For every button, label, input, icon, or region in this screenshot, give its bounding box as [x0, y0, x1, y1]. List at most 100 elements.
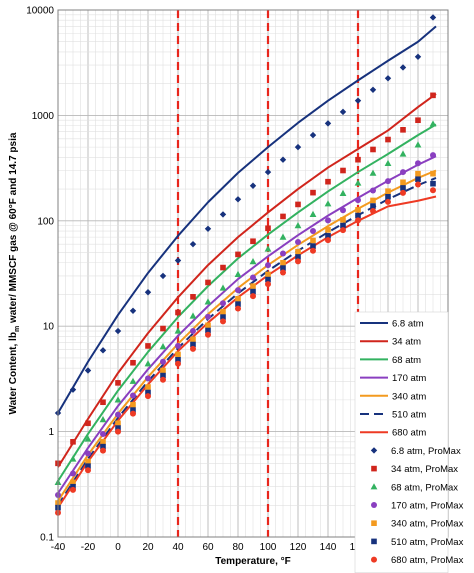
data-point-340-atm-promax	[85, 458, 91, 465]
data-point-510-atm-promax	[175, 356, 181, 363]
data-point-680-atm-promax	[205, 331, 211, 338]
data-point-34-atm-promax	[370, 146, 376, 153]
data-point-510-atm-promax	[85, 463, 91, 469]
data-point-34-atm-promax	[340, 167, 346, 174]
data-point-680-atm-promax	[400, 189, 406, 196]
x-tick-label: -40	[51, 542, 66, 553]
data-point-680-atm-promax	[415, 181, 421, 188]
legend-label-340-atm: 340 atm	[392, 391, 426, 402]
data-point-680-atm-promax	[220, 318, 226, 325]
y-tick-label: 1	[48, 427, 54, 438]
data-point-34-atm-promax	[280, 213, 286, 220]
series-line-68-atm	[57, 123, 437, 482]
data-point-340-atm-promax	[370, 197, 376, 204]
data-point-510-atm-promax	[220, 314, 226, 320]
data-point-340-atm-promax	[205, 322, 211, 329]
data-point-340-atm-promax	[115, 420, 121, 427]
data-point-510-atm-promax	[415, 176, 421, 183]
data-point-170-atm-promax	[85, 450, 91, 457]
data-point-680-atm-promax	[85, 467, 91, 474]
data-point-6-8-atm-promax	[189, 240, 197, 248]
legend-label-34-atm: 34 atm	[392, 337, 421, 348]
data-point-170-atm-promax	[340, 207, 346, 214]
x-tick-label: 140	[320, 542, 337, 553]
data-point-510-atm-promax	[235, 301, 241, 307]
data-point-340-atm-promax	[280, 259, 286, 266]
data-point-170-atm-promax	[130, 392, 136, 399]
data-point-340-atm-promax	[310, 237, 316, 244]
data-point-6-8-atm-promax	[399, 64, 407, 71]
data-point-6-8-atm-promax	[84, 367, 92, 374]
data-point-68-atm-promax	[189, 312, 197, 319]
legend-label-68-atm: 68 atm	[392, 355, 421, 366]
data-point-6-8-atm-promax	[414, 53, 422, 60]
data-point-170-atm-promax	[400, 169, 406, 176]
data-point-68-atm-promax	[369, 169, 377, 176]
data-point-510-atm-promax	[145, 389, 151, 396]
data-point-6-8-atm-promax	[69, 386, 77, 393]
x-tick-label: 120	[290, 542, 307, 553]
data-point-680-atm-promax	[145, 393, 151, 400]
data-point-34-atm-promax	[145, 343, 151, 349]
legend-marker-170-atm-promax	[371, 502, 377, 508]
legend-marker-34-atm-promax	[371, 465, 377, 472]
data-point-510-atm-promax	[400, 185, 406, 191]
data-point-680-atm-promax	[310, 247, 316, 254]
series-line-34-atm	[57, 93, 437, 468]
data-point-170-atm-promax	[325, 217, 331, 224]
data-point-34-atm-promax	[70, 439, 76, 445]
data-point-68-atm-promax	[204, 298, 212, 305]
data-point-340-atm-promax	[355, 207, 361, 213]
data-point-68-atm-promax	[159, 343, 167, 350]
y-tick-label: 1000	[32, 111, 55, 122]
x-axis-title: Temperature, °F	[215, 556, 291, 567]
data-point-68-atm-promax	[309, 210, 317, 218]
data-point-510-atm-promax	[160, 372, 166, 379]
data-point-340-atm-promax	[250, 283, 256, 289]
legend-marker-680-atm-promax	[371, 556, 377, 563]
data-point-170-atm-promax	[115, 411, 121, 418]
data-point-340-atm-promax	[325, 227, 331, 233]
data-point-34-atm-promax	[265, 225, 271, 232]
data-point-34-atm-promax	[325, 178, 331, 185]
grid	[57, 10, 449, 538]
y-tick-label: 10000	[26, 6, 54, 17]
data-point-6-8-atm-promax	[294, 143, 302, 151]
legend-label-34-atm-promax: 34 atm, ProMax	[391, 464, 458, 475]
legend-label-170-atm-promax: 170 atm, ProMax	[391, 501, 464, 512]
legend-label-6-8-atm: 6.8 atm	[392, 319, 424, 330]
data-point-680-atm-promax	[385, 198, 391, 205]
data-point-6-8-atm-promax	[144, 289, 152, 296]
data-point-170-atm-promax	[385, 178, 391, 185]
data-point-68-atm-promax	[429, 120, 437, 127]
data-point-170-atm-promax	[430, 152, 436, 159]
data-point-170-atm-promax	[145, 375, 151, 382]
data-point-170-atm-promax	[100, 430, 106, 437]
data-point-68-atm-promax	[339, 189, 347, 196]
data-point-170-atm-promax	[280, 250, 286, 257]
data-point-6-8-atm-promax	[309, 131, 317, 139]
data-point-680-atm-promax	[340, 227, 346, 234]
data-point-510-atm-promax	[385, 193, 391, 200]
data-point-170-atm-promax	[310, 228, 316, 235]
x-tick-label: 100	[260, 542, 277, 553]
data-point-680-atm-promax	[325, 237, 331, 244]
data-point-680-atm-promax	[280, 269, 286, 276]
data-point-34-atm-promax	[205, 279, 211, 286]
data-point-170-atm-promax	[235, 287, 241, 294]
data-point-340-atm-promax	[235, 295, 241, 302]
data-point-170-atm-promax	[265, 262, 271, 269]
legend-label-680-atm-promax: 680 atm, ProMax	[391, 555, 464, 566]
data-point-6-8-atm-promax	[99, 347, 107, 354]
data-point-170-atm-promax	[160, 358, 166, 365]
data-point-34-atm-promax	[385, 136, 391, 143]
data-point-680-atm-promax	[115, 428, 121, 435]
y-axis-title-main: Water Content, lb	[8, 332, 19, 414]
data-point-170-atm-promax	[70, 470, 76, 477]
legend-label-68-atm-promax: 68 atm, ProMax	[391, 482, 458, 493]
data-point-6-8-atm-promax	[279, 156, 287, 163]
y-axis-title: Water Content, lbm water/ MMSCF gas @ 60…	[8, 132, 21, 414]
data-point-510-atm-promax	[295, 254, 301, 260]
data-point-340-atm-promax	[175, 351, 181, 358]
